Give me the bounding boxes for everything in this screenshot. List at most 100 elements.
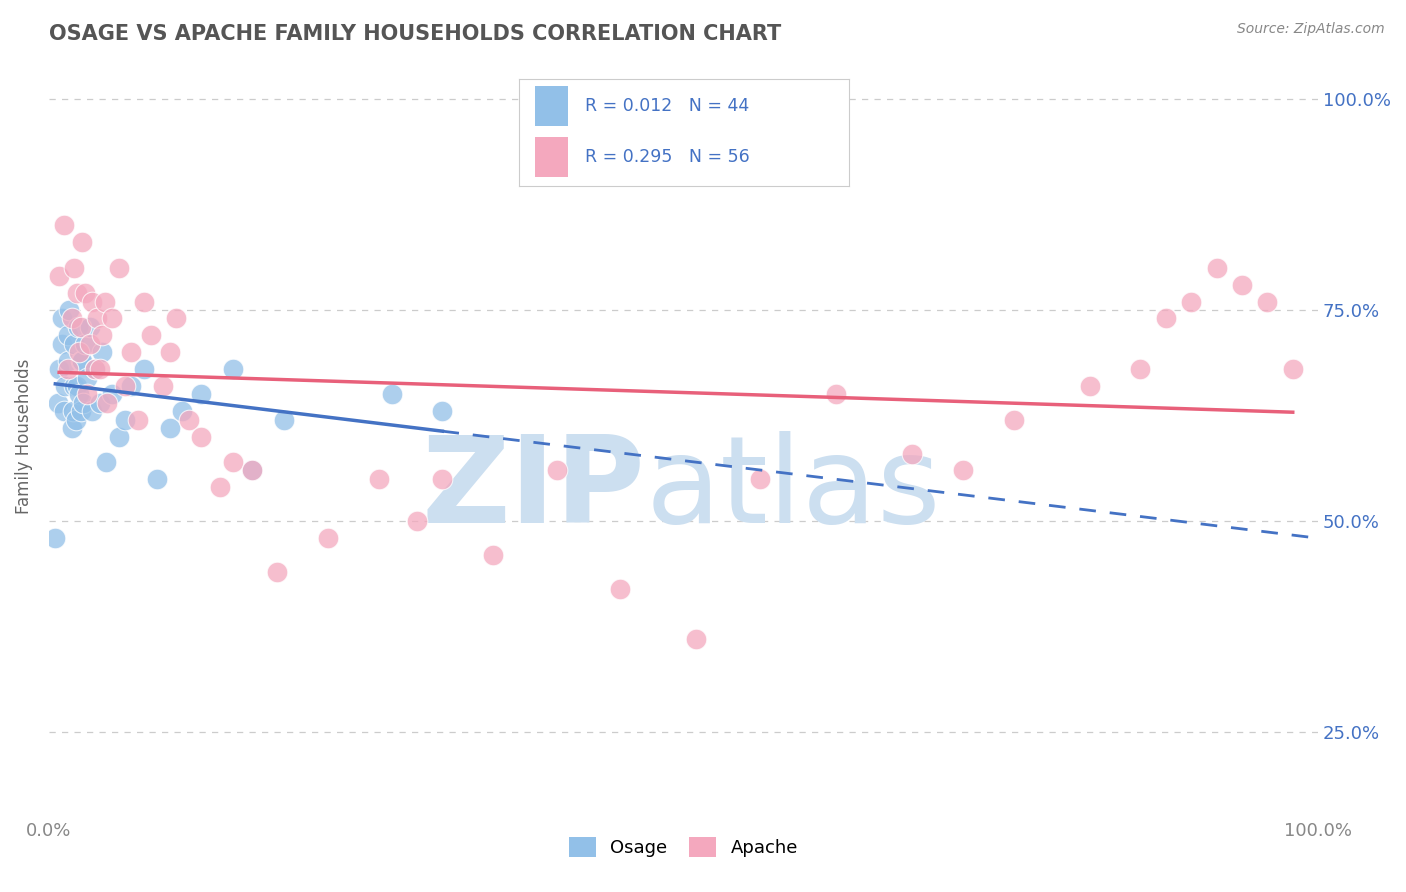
Point [1205,260,1227,275]
Point [1230,277,1253,292]
Legend: Osage, Apache: Osage, Apache [562,830,806,864]
Point [748,472,770,486]
Point [79,319,101,334]
Text: OSAGE VS APACHE FAMILY HOUSEHOLDS CORRELATION CHART: OSAGE VS APACHE FAMILY HOUSEHOLDS CORREL… [49,24,782,44]
Point [65,413,87,427]
Point [1078,379,1101,393]
Point [56,328,79,343]
Point [266,565,288,579]
Point [165,311,187,326]
Point [72,396,94,410]
Point [432,472,454,486]
Point [609,582,631,596]
Point [190,429,212,443]
Point [159,421,181,435]
Point [209,480,232,494]
Point [101,311,124,326]
Point [546,463,568,477]
Point [63,379,86,393]
Point [63,260,86,275]
Point [114,413,136,427]
Point [79,336,101,351]
Point [55,379,77,393]
Point [222,455,245,469]
Point [1180,294,1202,309]
Point [67,319,90,334]
Point [134,294,156,309]
Point [222,362,245,376]
Point [139,328,162,343]
Point [83,362,105,376]
Point [44,531,66,545]
Point [69,353,91,368]
Point [46,396,69,410]
Point [1154,311,1177,326]
Point [240,463,263,477]
Text: ZIP: ZIP [422,432,645,549]
Point [58,302,80,317]
Point [60,421,83,435]
Y-axis label: Family Households: Family Households [15,359,32,515]
Point [159,345,181,359]
Point [73,286,96,301]
Point [69,319,91,334]
Point [952,463,974,477]
Point [63,336,86,351]
Point [94,294,117,309]
Point [121,345,143,359]
Point [685,632,707,647]
Point [60,311,83,326]
Point [824,387,846,401]
Point [1281,362,1303,376]
Point [69,404,91,418]
Point [53,219,76,233]
Point [94,455,117,469]
Point [56,353,79,368]
Point [70,235,93,250]
Point [96,396,118,410]
Point [432,404,454,418]
Point [82,404,104,418]
Point [53,404,76,418]
Point [316,531,339,545]
Point [67,345,90,359]
Point [121,379,143,393]
Point [127,413,149,427]
Point [482,548,505,562]
Point [273,413,295,427]
Point [62,404,84,418]
Point [67,387,90,401]
Point [73,336,96,351]
Point [901,446,924,460]
Point [107,429,129,443]
Point [48,269,70,284]
Point [107,260,129,275]
Point [152,379,174,393]
Point [1129,362,1152,376]
Point [177,413,200,427]
Text: Source: ZipAtlas.com: Source: ZipAtlas.com [1237,22,1385,37]
Point [406,514,429,528]
Point [51,336,73,351]
Point [56,362,79,376]
Point [101,387,124,401]
Point [66,286,89,301]
Point [91,328,114,343]
Point [368,472,391,486]
Text: atlas: atlas [645,432,941,549]
Point [83,362,105,376]
Point [70,353,93,368]
Point [381,387,404,401]
Point [89,362,111,376]
Point [89,396,111,410]
Point [114,379,136,393]
Point [1256,294,1278,309]
Point [51,311,73,326]
Point [82,294,104,309]
Point [91,345,114,359]
Point [48,362,70,376]
Point [76,387,98,401]
Point [86,311,108,326]
Point [146,472,169,486]
Point [66,379,89,393]
